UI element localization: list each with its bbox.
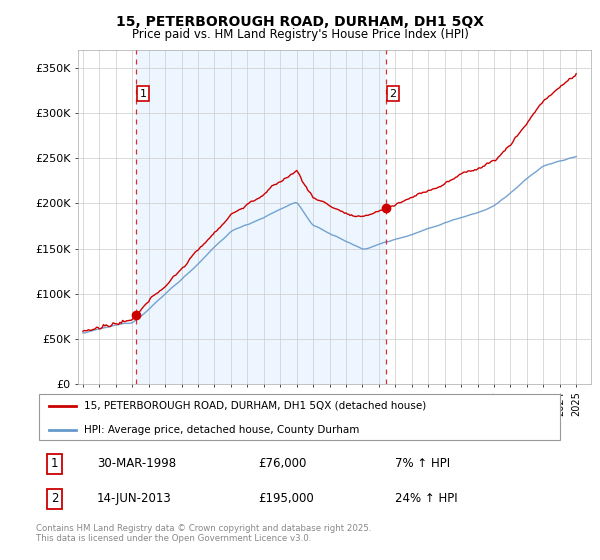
Text: 15, PETERBOROUGH ROAD, DURHAM, DH1 5QX: 15, PETERBOROUGH ROAD, DURHAM, DH1 5QX: [116, 15, 484, 29]
Text: 2: 2: [389, 88, 397, 99]
Bar: [136, 50, 386, 384]
Text: £195,000: £195,000: [258, 492, 314, 505]
Text: 14-JUN-2013: 14-JUN-2013: [97, 492, 172, 505]
Text: 2: 2: [51, 492, 58, 505]
Text: 1: 1: [51, 457, 58, 470]
Text: Contains HM Land Registry data © Crown copyright and database right 2025.
This d: Contains HM Land Registry data © Crown c…: [36, 524, 371, 543]
Text: 7% ↑ HPI: 7% ↑ HPI: [395, 457, 450, 470]
FancyBboxPatch shape: [38, 394, 560, 440]
Text: 30-MAR-1998: 30-MAR-1998: [97, 457, 176, 470]
Text: 24% ↑ HPI: 24% ↑ HPI: [395, 492, 458, 505]
Text: Price paid vs. HM Land Registry's House Price Index (HPI): Price paid vs. HM Land Registry's House …: [131, 28, 469, 41]
Text: 15, PETERBOROUGH ROAD, DURHAM, DH1 5QX (detached house): 15, PETERBOROUGH ROAD, DURHAM, DH1 5QX (…: [83, 400, 426, 410]
Text: 1: 1: [140, 88, 146, 99]
Text: £76,000: £76,000: [258, 457, 306, 470]
Text: HPI: Average price, detached house, County Durham: HPI: Average price, detached house, Coun…: [83, 425, 359, 435]
